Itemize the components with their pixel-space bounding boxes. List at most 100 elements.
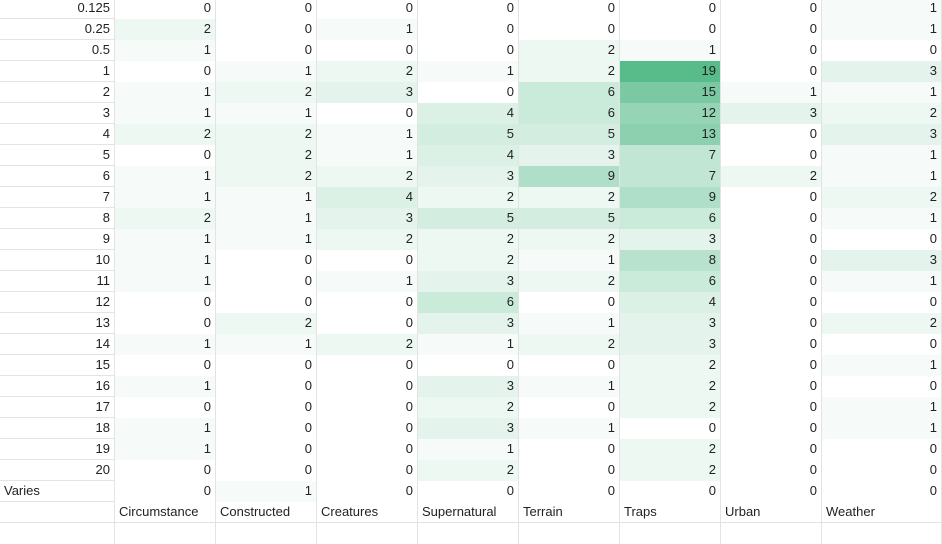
category-label-cell[interactable]: Creatures (317, 502, 418, 523)
row-label-cell[interactable]: 0.25 (0, 19, 115, 40)
value-cell[interactable]: 0 (317, 376, 418, 397)
value-cell[interactable]: 1 (418, 334, 519, 355)
value-cell[interactable]: 2 (115, 19, 216, 40)
value-cell[interactable]: 2 (822, 313, 942, 334)
value-cell[interactable]: 3 (721, 103, 822, 124)
value-cell[interactable]: 0 (822, 460, 942, 481)
value-cell[interactable]: 0 (620, 19, 721, 40)
value-cell[interactable]: 0 (721, 145, 822, 166)
value-cell[interactable]: 0 (418, 19, 519, 40)
value-cell[interactable]: 2 (216, 166, 317, 187)
value-cell[interactable]: 0 (519, 355, 620, 376)
value-cell[interactable]: 1 (418, 439, 519, 460)
value-cell[interactable]: 19 (620, 61, 721, 82)
value-cell[interactable]: 0 (115, 481, 216, 502)
value-cell[interactable]: 6 (620, 271, 721, 292)
value-cell[interactable]: 0 (822, 334, 942, 355)
value-cell[interactable]: 0 (216, 250, 317, 271)
value-cell[interactable]: 5 (418, 208, 519, 229)
value-cell[interactable]: 3 (418, 271, 519, 292)
row-label-cell[interactable]: 3 (0, 103, 115, 124)
value-cell[interactable]: 0 (216, 271, 317, 292)
value-cell[interactable]: 2 (721, 166, 822, 187)
value-cell[interactable]: 0 (822, 229, 942, 250)
value-cell[interactable]: 1 (115, 103, 216, 124)
value-cell[interactable]: 0 (721, 376, 822, 397)
value-cell[interactable]: 0 (317, 313, 418, 334)
value-cell[interactable]: 0 (519, 481, 620, 502)
value-cell[interactable]: 1 (216, 187, 317, 208)
value-cell[interactable]: 0 (216, 40, 317, 61)
value-cell[interactable]: 0 (115, 61, 216, 82)
value-cell[interactable]: 0 (115, 460, 216, 481)
value-cell[interactable]: 13 (620, 124, 721, 145)
value-cell[interactable]: 2 (620, 376, 721, 397)
value-cell[interactable]: 1 (822, 208, 942, 229)
value-cell[interactable]: 0 (721, 313, 822, 334)
value-cell[interactable]: 0 (519, 460, 620, 481)
value-cell[interactable]: 0 (418, 82, 519, 103)
value-cell[interactable]: 4 (418, 145, 519, 166)
value-cell[interactable]: 3 (822, 124, 942, 145)
value-cell[interactable]: 1 (115, 334, 216, 355)
value-cell[interactable]: 2 (620, 460, 721, 481)
value-cell[interactable]: 2 (418, 460, 519, 481)
empty-cell[interactable] (620, 523, 721, 544)
value-cell[interactable]: 0 (216, 355, 317, 376)
row-label-cell[interactable]: 2 (0, 82, 115, 103)
value-cell[interactable]: 0 (418, 40, 519, 61)
value-cell[interactable]: 7 (620, 166, 721, 187)
value-cell[interactable]: 0 (115, 292, 216, 313)
value-cell[interactable]: 0 (317, 439, 418, 460)
value-cell[interactable]: 1 (115, 250, 216, 271)
value-cell[interactable]: 2 (620, 397, 721, 418)
value-cell[interactable]: 2 (519, 40, 620, 61)
value-cell[interactable]: 1 (822, 0, 942, 19)
row-label-cell[interactable]: 16 (0, 376, 115, 397)
value-cell[interactable]: 3 (418, 166, 519, 187)
row-label-cell[interactable]: Varies (0, 481, 115, 502)
value-cell[interactable]: 1 (115, 187, 216, 208)
value-cell[interactable]: 0 (519, 0, 620, 19)
value-cell[interactable]: 1 (216, 208, 317, 229)
value-cell[interactable]: 0 (317, 103, 418, 124)
value-cell[interactable]: 0 (620, 481, 721, 502)
value-cell[interactable]: 2 (519, 229, 620, 250)
value-cell[interactable]: 0 (115, 0, 216, 19)
value-cell[interactable]: 1 (115, 82, 216, 103)
row-label-cell[interactable]: 13 (0, 313, 115, 334)
value-cell[interactable]: 2 (317, 61, 418, 82)
row-label-cell[interactable]: 17 (0, 397, 115, 418)
value-cell[interactable]: 4 (418, 103, 519, 124)
value-cell[interactable]: 0 (721, 0, 822, 19)
value-cell[interactable]: 0 (317, 397, 418, 418)
value-cell[interactable]: 2 (418, 250, 519, 271)
value-cell[interactable]: 5 (519, 208, 620, 229)
value-cell[interactable]: 1 (519, 376, 620, 397)
value-cell[interactable]: 2 (317, 334, 418, 355)
value-cell[interactable]: 1 (317, 19, 418, 40)
row-label-cell[interactable]: 0.125 (0, 0, 115, 19)
value-cell[interactable]: 2 (822, 187, 942, 208)
value-cell[interactable]: 1 (822, 397, 942, 418)
value-cell[interactable]: 0 (519, 439, 620, 460)
value-cell[interactable]: 0 (721, 229, 822, 250)
value-cell[interactable]: 2 (115, 124, 216, 145)
value-cell[interactable]: 0 (317, 292, 418, 313)
value-cell[interactable]: 2 (519, 271, 620, 292)
value-cell[interactable]: 0 (216, 292, 317, 313)
value-cell[interactable]: 1 (822, 82, 942, 103)
value-cell[interactable]: 2 (317, 166, 418, 187)
value-cell[interactable]: 1 (115, 40, 216, 61)
value-cell[interactable]: 2 (317, 229, 418, 250)
value-cell[interactable]: 1 (317, 124, 418, 145)
value-cell[interactable]: 2 (216, 313, 317, 334)
value-cell[interactable]: 3 (822, 250, 942, 271)
value-cell[interactable]: 2 (216, 82, 317, 103)
value-cell[interactable]: 0 (115, 145, 216, 166)
empty-cell[interactable] (115, 523, 216, 544)
value-cell[interactable]: 1 (721, 82, 822, 103)
value-cell[interactable]: 1 (620, 40, 721, 61)
value-cell[interactable]: 0 (822, 40, 942, 61)
empty-cell[interactable] (0, 523, 115, 544)
